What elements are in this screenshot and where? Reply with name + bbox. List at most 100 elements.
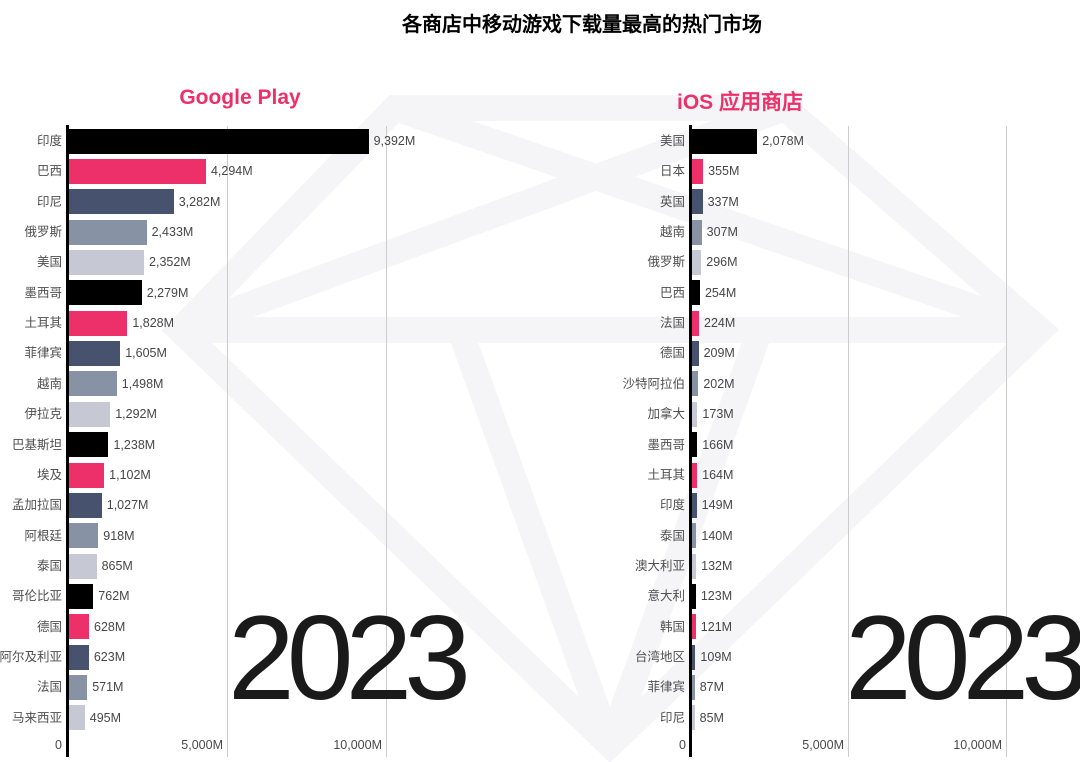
value-label: 355M bbox=[708, 164, 740, 179]
bar bbox=[69, 614, 90, 640]
bar bbox=[69, 189, 174, 215]
bar bbox=[692, 705, 695, 731]
value-label: 123M bbox=[700, 589, 733, 604]
bar-row: 法国 224M bbox=[0, 308, 1080, 338]
country-label: 俄罗斯 bbox=[647, 255, 685, 270]
bar-row: 马来西亚 495M bbox=[0, 703, 1080, 733]
gridline-10000-gp bbox=[386, 126, 387, 757]
country-label: 哥伦比亚 bbox=[11, 589, 62, 604]
country-label: 阿根廷 bbox=[24, 528, 62, 543]
country-label: 澳大利亚 bbox=[634, 558, 685, 573]
value-label: 628M bbox=[94, 619, 126, 634]
bar-row: 台湾地区 109M bbox=[0, 642, 1080, 672]
bar-row: 越南 1,498M bbox=[0, 369, 1080, 399]
bar-row: 美国 2,352M bbox=[0, 247, 1080, 277]
gridline-10000-ios bbox=[1006, 126, 1007, 757]
value-label: 296M bbox=[706, 255, 738, 270]
bar bbox=[692, 553, 697, 579]
value-label: 1,828M bbox=[132, 316, 175, 331]
gridline-5000-gp bbox=[227, 126, 228, 757]
country-label: 印尼 bbox=[659, 710, 685, 725]
bar bbox=[69, 341, 121, 367]
bar-row: 德国 209M bbox=[0, 338, 1080, 368]
country-label: 孟加拉国 bbox=[11, 498, 62, 513]
bar-row: 菲律宾 1,605M bbox=[0, 338, 1080, 368]
bar bbox=[69, 280, 142, 306]
bar-row: 法国 571M bbox=[0, 672, 1080, 702]
value-label: 1,027M bbox=[106, 498, 149, 513]
bar bbox=[69, 401, 111, 427]
bar-row: 泰国 140M bbox=[0, 521, 1080, 551]
value-label: 1,238M bbox=[113, 437, 156, 452]
bar bbox=[692, 401, 698, 427]
value-label: 4,294M bbox=[210, 164, 253, 179]
bar bbox=[692, 159, 704, 185]
bar-row: 韩国 121M bbox=[0, 612, 1080, 642]
country-label: 巴西 bbox=[659, 285, 685, 300]
bar bbox=[69, 310, 128, 336]
value-label: 1,605M bbox=[125, 346, 167, 361]
country-label: 菲律宾 bbox=[647, 680, 685, 695]
x-tick-0-gp: 0 bbox=[55, 738, 62, 752]
x-tick-5000-ios: 5,000M bbox=[802, 738, 844, 752]
bar bbox=[69, 128, 369, 154]
bar bbox=[692, 614, 696, 640]
bar-row: 巴西 4,294M bbox=[0, 156, 1080, 186]
bar bbox=[692, 219, 702, 245]
value-label: 1,292M bbox=[115, 407, 157, 422]
value-label: 254M bbox=[704, 285, 737, 300]
country-label: 马来西亚 bbox=[11, 710, 62, 725]
country-label: 沙特阿拉伯 bbox=[622, 376, 685, 391]
value-label: 173M bbox=[702, 407, 734, 422]
bar-row: 巴基斯坦 1,238M bbox=[0, 430, 1080, 460]
value-label: 3,282M bbox=[178, 194, 221, 209]
country-label: 台湾地区 bbox=[634, 649, 685, 664]
country-label: 阿尔及利亚 bbox=[0, 649, 62, 664]
bar bbox=[69, 159, 206, 185]
chart-title-google-play: Google Play bbox=[179, 86, 301, 109]
value-label: 2,279M bbox=[146, 285, 189, 300]
value-label: 121M bbox=[700, 619, 733, 634]
bar bbox=[69, 432, 109, 458]
value-label: 1,102M bbox=[109, 467, 151, 482]
x-tick-0-ios: 0 bbox=[679, 738, 686, 752]
country-label: 墨西哥 bbox=[647, 437, 685, 452]
value-label: 224M bbox=[704, 316, 736, 331]
bar-row: 墨西哥 2,279M bbox=[0, 278, 1080, 308]
country-label: 印度 bbox=[36, 134, 62, 148]
bar bbox=[692, 250, 702, 276]
bar-row: 阿根廷 918M bbox=[0, 521, 1080, 551]
bar-row: 日本 355M bbox=[0, 156, 1080, 186]
bar bbox=[692, 128, 758, 154]
bar-row: 土耳其 1,828M bbox=[0, 308, 1080, 338]
bar bbox=[692, 371, 699, 397]
value-label: 149M bbox=[701, 498, 733, 513]
y-axis-gp bbox=[66, 125, 69, 757]
bar-row: 巴西 254M bbox=[0, 278, 1080, 308]
country-label: 德国 bbox=[36, 619, 62, 634]
bar-row: 阿尔及利亚 623M bbox=[0, 642, 1080, 672]
bar-row: 俄罗斯 296M bbox=[0, 247, 1080, 277]
value-label: 132M bbox=[701, 558, 733, 573]
country-label: 伊拉克 bbox=[24, 407, 62, 422]
country-label: 埃及 bbox=[36, 467, 62, 482]
value-label: 85M bbox=[699, 710, 724, 725]
bar-row: 菲律宾 87M bbox=[0, 672, 1080, 702]
bar-row: 越南 307M bbox=[0, 217, 1080, 247]
bar bbox=[69, 523, 99, 549]
country-label: 土耳其 bbox=[24, 316, 62, 331]
value-label: 307M bbox=[706, 225, 738, 240]
country-label: 俄罗斯 bbox=[24, 225, 62, 240]
value-label: 109M bbox=[700, 649, 732, 664]
bar-row: 哥伦比亚 762M bbox=[0, 581, 1080, 611]
bar bbox=[69, 553, 97, 579]
year-label-gp: 2023 bbox=[228, 591, 471, 725]
bar-row: 土耳其 164M bbox=[0, 460, 1080, 490]
value-label: 623M bbox=[93, 649, 126, 664]
value-label: 164M bbox=[702, 467, 734, 482]
bar bbox=[692, 523, 697, 549]
chart-title-ios: iOS 应用商店 bbox=[676, 91, 804, 114]
country-label: 德国 bbox=[659, 346, 685, 361]
bar-chart-google-play: 印度 9,392M 巴西 4,294M 印尼 3,282M 俄罗斯 2,433M 美国 2,352… bbox=[0, 126, 1080, 734]
x-tick-10000-gp: 10,000M bbox=[333, 738, 382, 752]
